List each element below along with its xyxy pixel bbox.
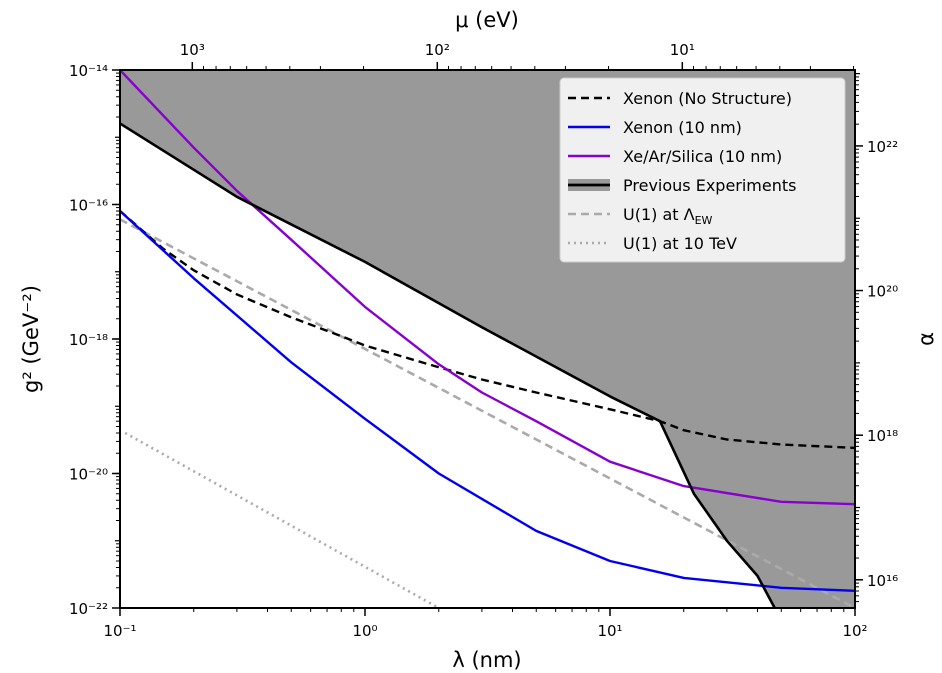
legend-label: Xenon (No Structure) <box>623 89 792 108</box>
top-tick-label: 10³ <box>180 41 205 59</box>
y-axis-title: g² (GeV⁻²) <box>19 285 43 393</box>
top-tick-label: 10¹ <box>670 41 695 59</box>
series-line-6 <box>124 431 440 608</box>
y-tick-label: 10⁻¹⁶ <box>69 197 108 215</box>
right-tick-label: 10¹⁸ <box>867 427 898 445</box>
legend-label: U(1) at ΛEW <box>623 205 713 227</box>
y-tick-label: 10⁻²⁰ <box>69 466 108 484</box>
right-tick-label: 10²² <box>867 138 898 156</box>
y-tick-label: 10⁻²² <box>69 600 108 618</box>
x-tick-label: 10⁰ <box>352 622 377 640</box>
top-axis-title: μ (eV) <box>455 8 519 32</box>
legend-box <box>559 77 846 263</box>
y-tick-label: 10⁻¹⁸ <box>69 331 108 349</box>
x-tick-label: 10² <box>842 622 867 640</box>
legend-label: U(1) at 10 TeV <box>623 234 737 253</box>
legend-label: Xe/Ar/Silica (10 nm) <box>623 147 782 166</box>
series-line-2 <box>120 210 855 592</box>
x-tick-label: 10¹ <box>597 622 622 640</box>
right-tick-label: 10¹⁶ <box>867 572 898 590</box>
right-axis-title: α <box>914 332 938 346</box>
top-tick-label: 10² <box>425 41 450 59</box>
right-tick-label: 10²⁰ <box>867 283 898 301</box>
series-line-5 <box>120 218 855 608</box>
legend: Xenon (No Structure) Xenon (10 nm) Xe/Ar/S… <box>559 77 846 263</box>
series-layer <box>120 70 855 608</box>
series-line-4 <box>120 122 776 608</box>
plot-frame <box>119 69 856 609</box>
x-axis-title: λ (nm) <box>452 648 521 672</box>
series-line-1 <box>120 210 855 450</box>
y-tick-label: 10⁻¹⁴ <box>69 62 108 80</box>
x-tick-label: 10⁻¹ <box>103 622 136 640</box>
legend-label: Xenon (10 nm) <box>623 118 742 137</box>
legend-label: Previous Experiments <box>623 176 796 195</box>
series-line-3 <box>120 70 855 506</box>
